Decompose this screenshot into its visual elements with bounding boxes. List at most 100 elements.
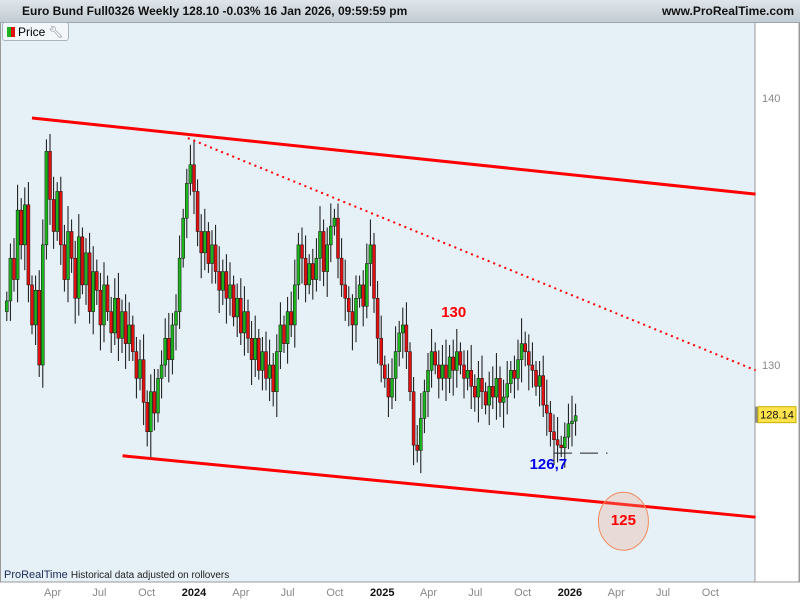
candle xyxy=(440,344,445,391)
candle xyxy=(23,187,27,271)
candle xyxy=(5,291,9,321)
candle-body xyxy=(278,324,283,352)
candle xyxy=(37,270,41,378)
candle xyxy=(325,227,329,297)
candle xyxy=(480,355,484,410)
x-tick-label: 2024 xyxy=(182,587,207,599)
candle-body xyxy=(264,351,268,379)
candle xyxy=(8,243,13,321)
candle xyxy=(138,339,142,391)
candle-body xyxy=(379,338,383,366)
candle-body xyxy=(33,289,38,326)
candle xyxy=(213,224,218,284)
candle xyxy=(282,315,286,353)
candle xyxy=(494,352,499,420)
candle-body xyxy=(293,284,297,326)
candle-body xyxy=(217,271,221,291)
candle xyxy=(152,369,157,431)
candle-body xyxy=(462,364,466,379)
candle xyxy=(332,208,337,236)
candle xyxy=(15,184,20,303)
candle-body xyxy=(44,151,49,246)
footer-note: ProRealTime Historical data adjusted on … xyxy=(4,569,229,581)
candle-body xyxy=(566,423,571,438)
candle xyxy=(476,360,481,423)
price-label: Price xyxy=(18,24,46,39)
candle xyxy=(534,360,538,396)
candle xyxy=(401,307,405,359)
candle xyxy=(278,302,283,370)
candle xyxy=(163,318,167,378)
candle-body xyxy=(559,444,563,449)
candle xyxy=(73,240,77,324)
candle-body xyxy=(167,338,171,360)
candle-body xyxy=(239,298,243,334)
candle-body xyxy=(210,244,214,264)
candle-body xyxy=(527,351,531,366)
candle xyxy=(426,352,430,418)
candle-body xyxy=(30,284,34,326)
price-legend-button[interactable]: Price 🔧︎ xyxy=(2,22,69,41)
candle xyxy=(404,302,409,370)
lower-channel-line xyxy=(122,454,756,519)
y-tick-label: 140 xyxy=(762,93,780,105)
candle xyxy=(145,390,149,447)
candle xyxy=(411,377,416,466)
candle-body xyxy=(437,364,441,379)
wrench-icon[interactable]: 🔧︎ xyxy=(48,24,64,39)
candle-body xyxy=(325,244,329,272)
site-link[interactable]: www.ProRealTime.com xyxy=(661,4,794,18)
candle-body xyxy=(12,257,16,280)
candle xyxy=(573,403,578,436)
candle xyxy=(141,334,146,426)
candle-body xyxy=(275,351,279,392)
y-tick-label: 130 xyxy=(762,360,780,372)
candle-body xyxy=(174,311,178,326)
candle-body xyxy=(404,324,409,352)
candle xyxy=(455,328,459,388)
candle xyxy=(217,246,221,313)
candle-body xyxy=(397,332,401,352)
candle-body xyxy=(91,271,95,312)
candle xyxy=(156,369,160,423)
candle-body xyxy=(87,252,92,312)
candle-body xyxy=(429,351,434,371)
x-tick-label: Jul xyxy=(468,587,482,599)
candle-body xyxy=(426,370,430,392)
x-tick-label: 2026 xyxy=(558,587,582,599)
candle-body xyxy=(473,386,477,398)
candle xyxy=(541,355,545,418)
candle-body xyxy=(411,391,416,446)
candle-body xyxy=(573,415,578,422)
candle-body xyxy=(66,231,70,280)
candle xyxy=(69,219,74,273)
candle-body xyxy=(339,257,344,286)
candle-body xyxy=(231,284,236,318)
candle xyxy=(55,182,59,241)
candle-body xyxy=(109,311,113,334)
candle xyxy=(379,315,383,383)
candle xyxy=(336,203,340,279)
candle-body xyxy=(386,378,391,398)
candle xyxy=(368,219,373,287)
x-tick-label: Oct xyxy=(138,587,155,599)
candle xyxy=(447,344,452,394)
candle xyxy=(415,425,419,463)
candle-body xyxy=(501,396,506,403)
candle xyxy=(123,294,128,370)
candle xyxy=(314,238,319,292)
candle xyxy=(221,259,225,305)
candle-body xyxy=(422,391,427,419)
candle-body xyxy=(361,284,365,307)
x-tick-label: Jul xyxy=(281,587,295,599)
candle xyxy=(80,227,85,295)
candle-body xyxy=(267,364,272,379)
candle xyxy=(116,272,121,361)
candle xyxy=(429,328,434,388)
candle xyxy=(127,302,131,361)
candle-body xyxy=(131,324,135,352)
candle xyxy=(339,238,344,297)
candle xyxy=(350,294,355,351)
candle xyxy=(347,286,351,327)
